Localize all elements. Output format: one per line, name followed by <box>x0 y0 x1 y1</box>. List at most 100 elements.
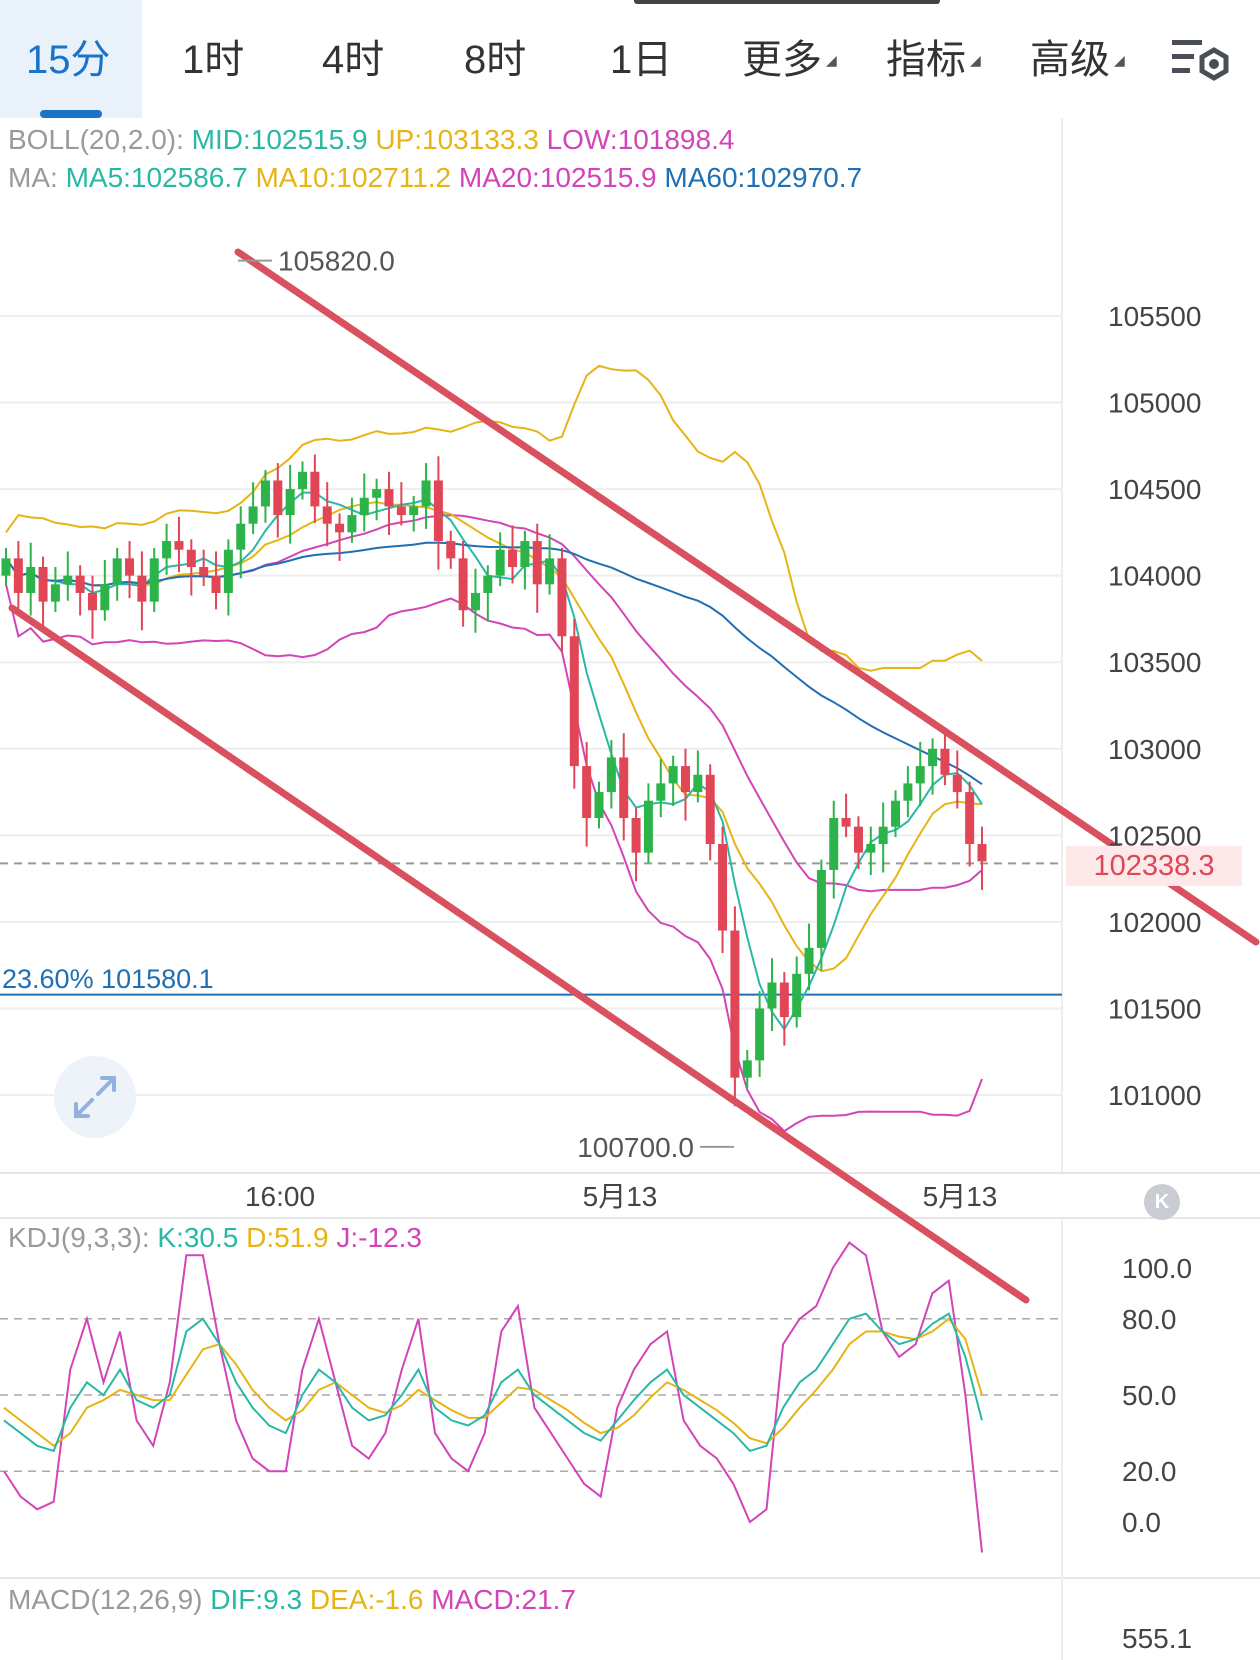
drag-handle[interactable] <box>634 0 940 4</box>
candle-body <box>310 471 320 507</box>
candle-body <box>174 541 184 550</box>
candle-body <box>508 549 518 568</box>
candle-body <box>125 558 135 576</box>
candle-body <box>458 558 468 611</box>
candle-body <box>940 748 950 775</box>
candle-body <box>50 584 60 602</box>
caret-down-icon: ◢ <box>970 52 981 68</box>
kdj-axis-label: 80.0 <box>1122 1304 1177 1335</box>
candle-body <box>582 766 592 819</box>
candle-body <box>446 541 456 559</box>
boll-up: UP:103133.3 <box>375 124 539 155</box>
candle-body <box>396 506 406 516</box>
candle-body <box>137 575 147 602</box>
boll-legend: BOLL(20,2.0): MID:102515.9 UP:103133.3 L… <box>8 124 734 156</box>
candle-body <box>520 541 530 568</box>
candle-body <box>804 947 814 974</box>
expand-icon <box>74 1076 116 1118</box>
kdj-axis-label: 100.0 <box>1122 1253 1192 1284</box>
candle-body <box>75 575 85 593</box>
tab-indicators[interactable]: 指标 ◢ <box>886 30 981 90</box>
candle-body <box>149 558 159 602</box>
candle-body <box>87 592 97 611</box>
candle-body <box>285 489 295 516</box>
candle-body <box>643 800 653 853</box>
candle-body <box>26 567 36 593</box>
kdj-axis-label: 20.0 <box>1122 1456 1177 1487</box>
candle-body <box>100 584 110 611</box>
ma20-value: MA20:102515.9 <box>458 162 657 193</box>
kdj-name: KDJ(9,3,3): <box>8 1222 150 1253</box>
candle-body <box>680 766 690 793</box>
candle-body <box>13 558 23 593</box>
candle-body <box>891 800 901 827</box>
candle-body <box>557 558 567 637</box>
candle-body <box>335 523 345 533</box>
kdj-k-line <box>3 1312 983 1453</box>
kdj-axis-label: 50.0 <box>1122 1380 1177 1411</box>
candle-body <box>199 567 209 576</box>
candle-body <box>693 774 703 793</box>
ma5-value: MA5:102586.7 <box>65 162 248 193</box>
candle-body <box>631 818 641 853</box>
price-axis-label: 104000 <box>1108 561 1201 592</box>
tab-more[interactable]: 更多 ◢ <box>742 30 837 90</box>
candle-body <box>977 843 987 862</box>
candle-body <box>186 549 196 568</box>
tab-1d[interactable]: 1日 <box>610 38 673 82</box>
candle-body <box>1 558 11 576</box>
time-axis-label: 5月13 <box>923 1181 998 1212</box>
macd-axis-label: 555.1 <box>1122 1623 1192 1654</box>
candle-body <box>755 1008 765 1061</box>
candle-body <box>347 515 357 533</box>
tab-advanced[interactable]: 高级 ◢ <box>1030 30 1125 90</box>
tab-more-label: 更多 <box>742 38 822 82</box>
candle-body <box>668 766 678 784</box>
expand-chart-button[interactable] <box>54 1056 136 1138</box>
tab-8h[interactable]: 8时 <box>464 38 527 82</box>
ma10-value: MA10:102711.2 <box>255 162 452 193</box>
candle-body <box>718 843 728 931</box>
tab-15m[interactable]: 15分 <box>26 38 111 82</box>
tab-1h[interactable]: 1时 <box>182 38 245 82</box>
high-marker-label: 105820.0 <box>278 246 395 277</box>
macd-dif-value: DIF:9.3 <box>210 1584 303 1615</box>
chart-settings-icon[interactable] <box>1170 34 1232 88</box>
candle-body <box>742 1060 752 1078</box>
candle-body <box>223 549 233 593</box>
kdj-d-line <box>3 1317 983 1448</box>
active-tab-background <box>0 0 142 118</box>
kline-toggle-button[interactable]: K <box>1144 1184 1180 1220</box>
candle-body <box>915 766 925 784</box>
candle-body <box>409 506 419 516</box>
candle-body <box>421 480 431 507</box>
candle-body <box>903 783 913 801</box>
candle-body <box>470 592 480 611</box>
kdj-legend: KDJ(9,3,3): K:30.5 D:51.9 J:-12.3 <box>8 1222 422 1254</box>
price-axis-label: 102000 <box>1108 907 1201 938</box>
fibonacci-level-label: 23.60% 101580.1 <box>2 964 214 994</box>
candle-body <box>532 541 542 585</box>
timeframe-tabbar: 15分 1时 4时 8时 1日 更多 ◢ 指标 ◢ 高级 ◢ <box>0 0 1260 118</box>
trendlines <box>8 248 1260 1304</box>
candle-body <box>705 774 715 844</box>
candle-body <box>928 748 938 767</box>
candle-body <box>853 826 863 853</box>
kdj-j-value: J:-12.3 <box>336 1222 423 1253</box>
active-tab-indicator <box>40 110 102 118</box>
price-axis-label: 103000 <box>1108 734 1201 765</box>
candle-body <box>594 792 604 819</box>
candle-body <box>816 869 826 948</box>
low-marker-label: 100700.0 <box>577 1132 694 1163</box>
candle-body <box>372 489 382 498</box>
ma60-value: MA60:102970.7 <box>664 162 863 193</box>
price-axis-label: 105000 <box>1108 388 1201 419</box>
tab-4h[interactable]: 4时 <box>322 38 385 82</box>
candle-body <box>792 973 802 1018</box>
macd-legend: MACD(12,26,9) DIF:9.3 DEA:-1.6 MACD:21.7 <box>8 1584 576 1616</box>
candle-body <box>248 506 258 524</box>
price-chart[interactable]: 1055001050001045001040001035001030001025… <box>0 118 1260 1660</box>
kdj-k-value: K:30.5 <box>157 1222 239 1253</box>
candles <box>1 454 987 1107</box>
candle-body <box>322 506 332 524</box>
